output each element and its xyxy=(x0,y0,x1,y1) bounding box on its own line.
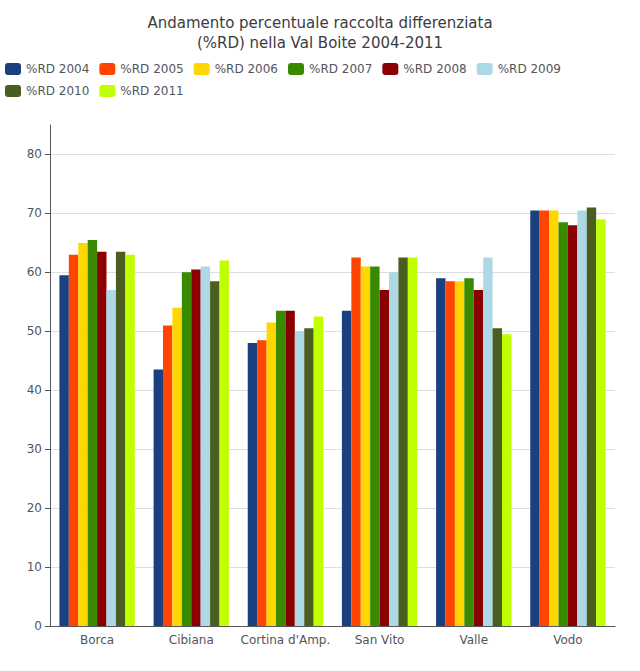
svg-text:30: 30 xyxy=(27,442,42,456)
svg-text:San Vito: San Vito xyxy=(355,633,405,647)
svg-text:%RD 2004: %RD 2004 xyxy=(26,62,89,76)
svg-text:70: 70 xyxy=(27,206,42,220)
svg-text:Vodo: Vodo xyxy=(553,633,583,647)
svg-text:10: 10 xyxy=(27,560,42,574)
svg-text:Valle: Valle xyxy=(459,633,488,647)
svg-text:Borca: Borca xyxy=(80,633,114,647)
svg-text:%RD 2008: %RD 2008 xyxy=(403,62,466,76)
svg-text:0: 0 xyxy=(34,619,42,633)
svg-text:Cortina d'Amp.: Cortina d'Amp. xyxy=(241,633,331,647)
svg-text:%RD 2007: %RD 2007 xyxy=(309,62,372,76)
svg-text:%RD 2010: %RD 2010 xyxy=(26,84,89,98)
svg-text:%RD 2009: %RD 2009 xyxy=(498,62,561,76)
svg-text:%RD 2011: %RD 2011 xyxy=(120,84,183,98)
svg-text:%RD 2006: %RD 2006 xyxy=(215,62,278,76)
svg-text:60: 60 xyxy=(27,265,42,279)
svg-text:(%RD) nella Val Boite 2004-201: (%RD) nella Val Boite 2004-2011 xyxy=(197,34,443,52)
svg-text:40: 40 xyxy=(27,383,42,397)
svg-text:80: 80 xyxy=(27,147,42,161)
svg-text:Cibiana: Cibiana xyxy=(169,633,214,647)
svg-text:%RD 2005: %RD 2005 xyxy=(120,62,183,76)
svg-text:Andamento percentuale raccolta: Andamento percentuale raccolta differenz… xyxy=(147,14,492,32)
svg-text:20: 20 xyxy=(27,501,42,515)
svg-text:50: 50 xyxy=(27,324,42,338)
